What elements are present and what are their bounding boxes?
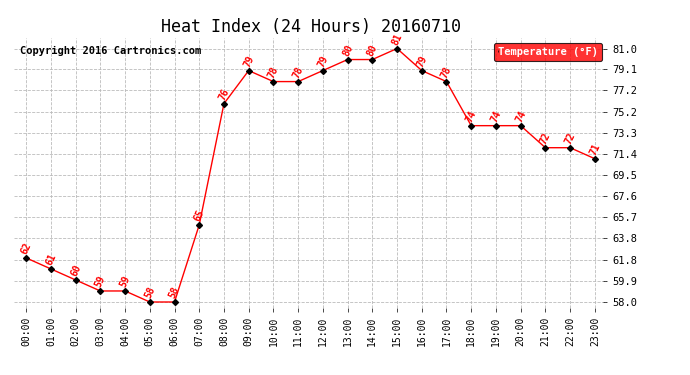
Text: Copyright 2016 Cartronics.com: Copyright 2016 Cartronics.com <box>20 46 201 56</box>
Legend: Temperature (°F): Temperature (°F) <box>493 43 602 61</box>
Text: 62: 62 <box>19 241 33 256</box>
Text: 59: 59 <box>118 274 132 289</box>
Text: 79: 79 <box>415 54 429 68</box>
Text: 80: 80 <box>366 42 380 57</box>
Text: 71: 71 <box>588 142 602 156</box>
Text: 80: 80 <box>341 42 355 57</box>
Text: 72: 72 <box>563 130 578 146</box>
Text: 78: 78 <box>266 64 281 80</box>
Text: 78: 78 <box>440 64 453 80</box>
Text: 74: 74 <box>514 109 528 123</box>
Text: 59: 59 <box>93 274 108 289</box>
Text: 78: 78 <box>291 64 305 80</box>
Text: 61: 61 <box>44 252 58 267</box>
Text: 60: 60 <box>69 263 83 278</box>
Text: 79: 79 <box>316 54 330 68</box>
Text: 79: 79 <box>241 54 256 68</box>
Text: 81: 81 <box>390 32 404 46</box>
Text: 74: 74 <box>489 109 503 123</box>
Text: 58: 58 <box>143 285 157 300</box>
Text: 72: 72 <box>538 130 553 146</box>
Title: Heat Index (24 Hours) 20160710: Heat Index (24 Hours) 20160710 <box>161 18 460 36</box>
Text: 58: 58 <box>168 285 181 300</box>
Text: 74: 74 <box>464 109 478 123</box>
Text: 65: 65 <box>193 208 206 223</box>
Text: 76: 76 <box>217 87 231 102</box>
